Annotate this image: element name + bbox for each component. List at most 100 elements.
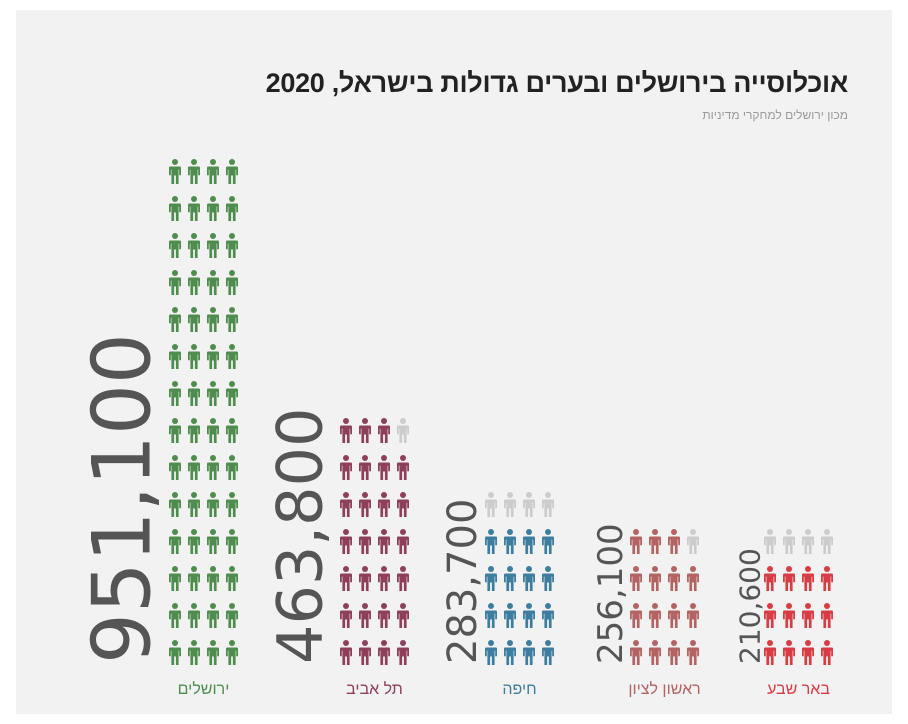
person-icon <box>783 640 795 665</box>
person-icon <box>188 159 200 184</box>
person-icon <box>207 159 219 184</box>
person-icon <box>169 307 181 332</box>
person-icon <box>226 159 238 184</box>
chart-title: אוכלוסייה בירושלים ובערים גדולות בישראל,… <box>265 68 849 98</box>
person-icon <box>207 640 219 665</box>
person-icon-partial <box>687 529 699 554</box>
person-icon <box>207 529 219 554</box>
person-icon <box>207 492 219 517</box>
person-icon <box>359 603 371 628</box>
person-icon <box>169 603 181 628</box>
person-icon <box>340 418 352 443</box>
person-icon <box>359 455 371 480</box>
person-icon <box>340 566 352 591</box>
person-icon <box>649 529 661 554</box>
person-icon-partial <box>802 529 814 554</box>
person-icon-partial <box>485 492 497 517</box>
person-icon <box>378 455 390 480</box>
person-icon <box>188 270 200 295</box>
person-icon <box>226 640 238 665</box>
person-icon-partial <box>523 492 535 517</box>
person-icon <box>188 196 200 221</box>
person-icon <box>226 307 238 332</box>
person-icon <box>485 529 497 554</box>
person-icon <box>226 270 238 295</box>
person-icon <box>226 196 238 221</box>
person-icon <box>397 566 409 591</box>
person-icon <box>630 603 642 628</box>
person-icon <box>668 529 680 554</box>
person-icon <box>687 603 699 628</box>
person-icon <box>207 455 219 480</box>
person-icon <box>821 640 833 665</box>
person-icon <box>378 603 390 628</box>
value-label: 283,700 <box>440 499 486 664</box>
person-icon <box>630 640 642 665</box>
person-icon <box>542 640 554 665</box>
person-icon <box>649 603 661 628</box>
person-icon <box>188 566 200 591</box>
person-icon <box>226 344 238 369</box>
person-icon <box>207 233 219 258</box>
person-icon-partial <box>821 529 833 554</box>
person-icon <box>378 640 390 665</box>
value-label: 210,600 <box>734 548 767 664</box>
person-icon <box>802 640 814 665</box>
person-icon <box>169 455 181 480</box>
person-icon <box>169 381 181 406</box>
person-icon <box>783 603 795 628</box>
person-icon <box>649 566 661 591</box>
person-icon <box>226 492 238 517</box>
person-icon <box>504 529 516 554</box>
person-icon <box>764 603 776 628</box>
person-icon <box>340 640 352 665</box>
person-icon <box>340 455 352 480</box>
value-label: 463,800 <box>264 408 337 664</box>
person-icon <box>359 492 371 517</box>
person-icon <box>668 640 680 665</box>
person-icon <box>188 381 200 406</box>
person-icon <box>207 196 219 221</box>
person-icon <box>504 603 516 628</box>
person-icon-partial <box>542 492 554 517</box>
person-icon <box>226 418 238 443</box>
person-icon <box>188 455 200 480</box>
chart-card <box>16 10 892 714</box>
person-icon <box>687 566 699 591</box>
person-icon <box>542 566 554 591</box>
person-icon <box>169 344 181 369</box>
person-icon <box>397 640 409 665</box>
person-icon <box>542 603 554 628</box>
category-label: באר שבע <box>767 681 830 698</box>
person-icon <box>207 418 219 443</box>
person-icon <box>649 640 661 665</box>
person-icon <box>226 233 238 258</box>
person-icon <box>687 640 699 665</box>
person-icon <box>523 566 535 591</box>
person-icon <box>668 603 680 628</box>
person-icon <box>764 566 776 591</box>
person-icon <box>169 233 181 258</box>
person-icon <box>485 566 497 591</box>
person-icon <box>504 566 516 591</box>
category-label: ירושלים <box>178 680 230 698</box>
person-icon <box>169 529 181 554</box>
person-icon <box>397 455 409 480</box>
person-icon <box>359 640 371 665</box>
person-icon <box>523 640 535 665</box>
value-label: 256,100 <box>591 523 631 664</box>
person-icon <box>630 566 642 591</box>
person-icon <box>169 566 181 591</box>
person-icon <box>169 640 181 665</box>
person-icon <box>188 492 200 517</box>
person-icon <box>169 492 181 517</box>
person-icon-partial <box>764 529 776 554</box>
person-icon <box>226 381 238 406</box>
person-icon <box>207 270 219 295</box>
person-icon <box>783 566 795 591</box>
person-icon <box>188 529 200 554</box>
category-label: חיפה <box>502 681 536 698</box>
person-icon <box>764 640 776 665</box>
person-icon <box>207 566 219 591</box>
